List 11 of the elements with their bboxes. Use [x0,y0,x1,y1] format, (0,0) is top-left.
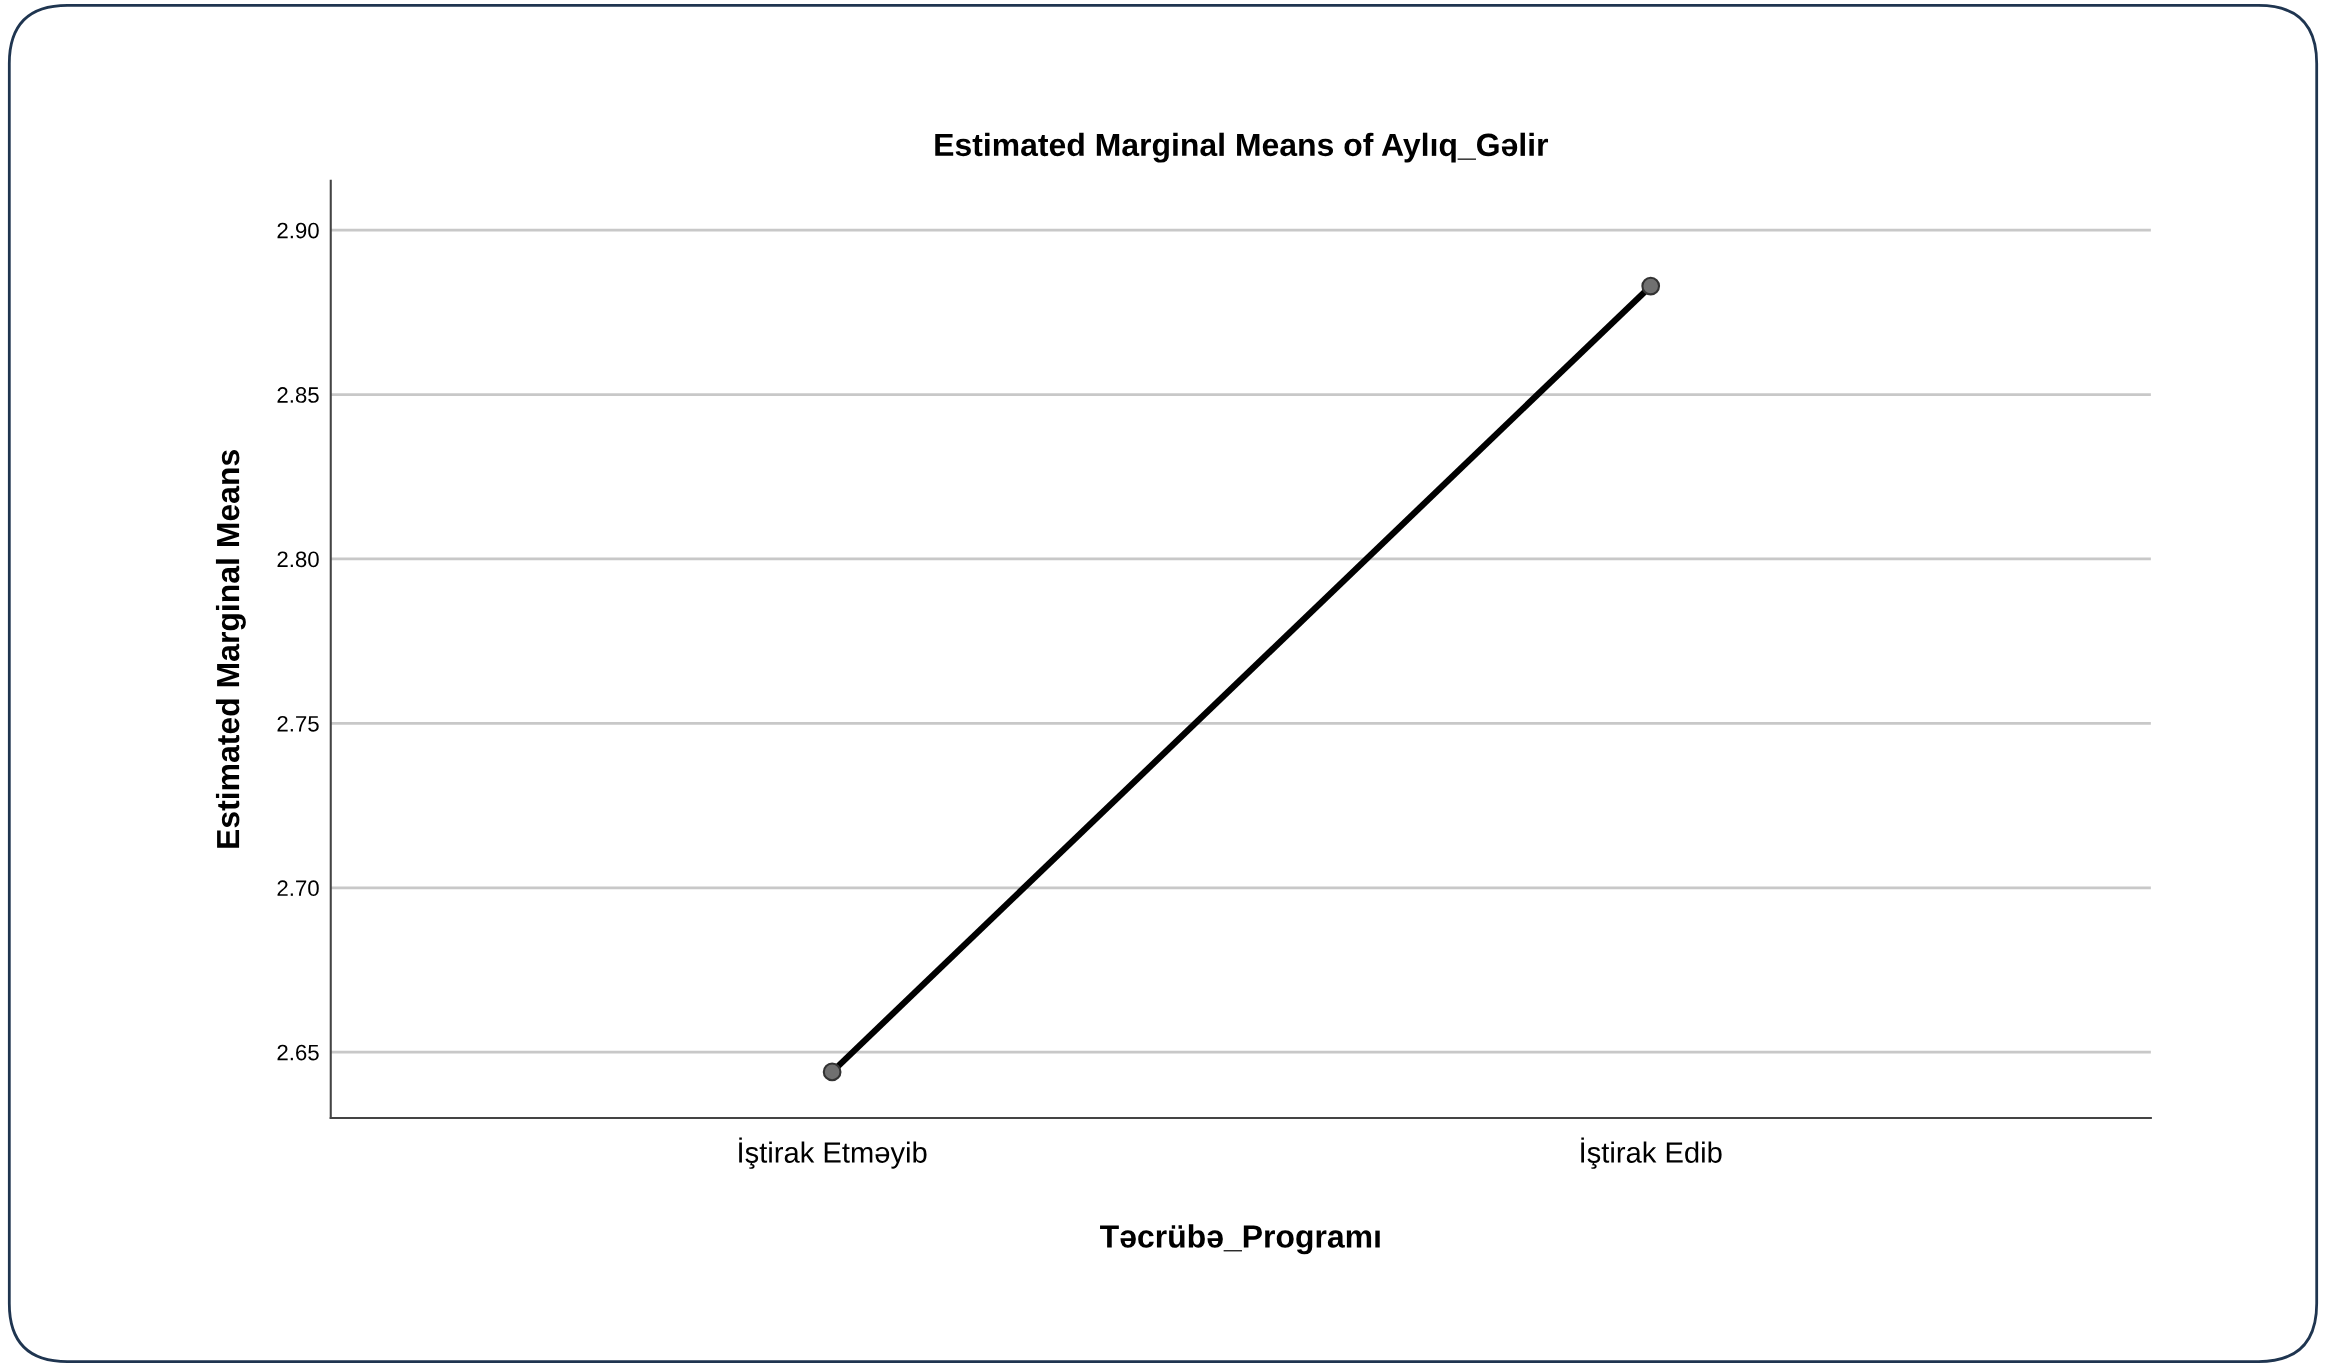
y-tick-label: 2.80 [277,551,319,568]
y-tick-label: 2.70 [277,880,319,897]
x-tick-label: İştirak Edib [1581,1137,1722,1169]
y-axis-title: Estimated Marginal Means [215,450,246,848]
chart-title: Estimated Marginal Means of Aylıq_Gəlir [935,132,1549,163]
y-tick-label: 2.90 [277,222,319,239]
y-tick-label: 2.85 [277,387,319,403]
y-tick-label: 2.65 [277,1044,319,1061]
x-tick-label: İştirak Etməyib [739,1137,927,1169]
x-axis-title: Təcrübə_Programı [1100,1224,1380,1255]
y-tick-label: 2.75 [277,715,319,732]
